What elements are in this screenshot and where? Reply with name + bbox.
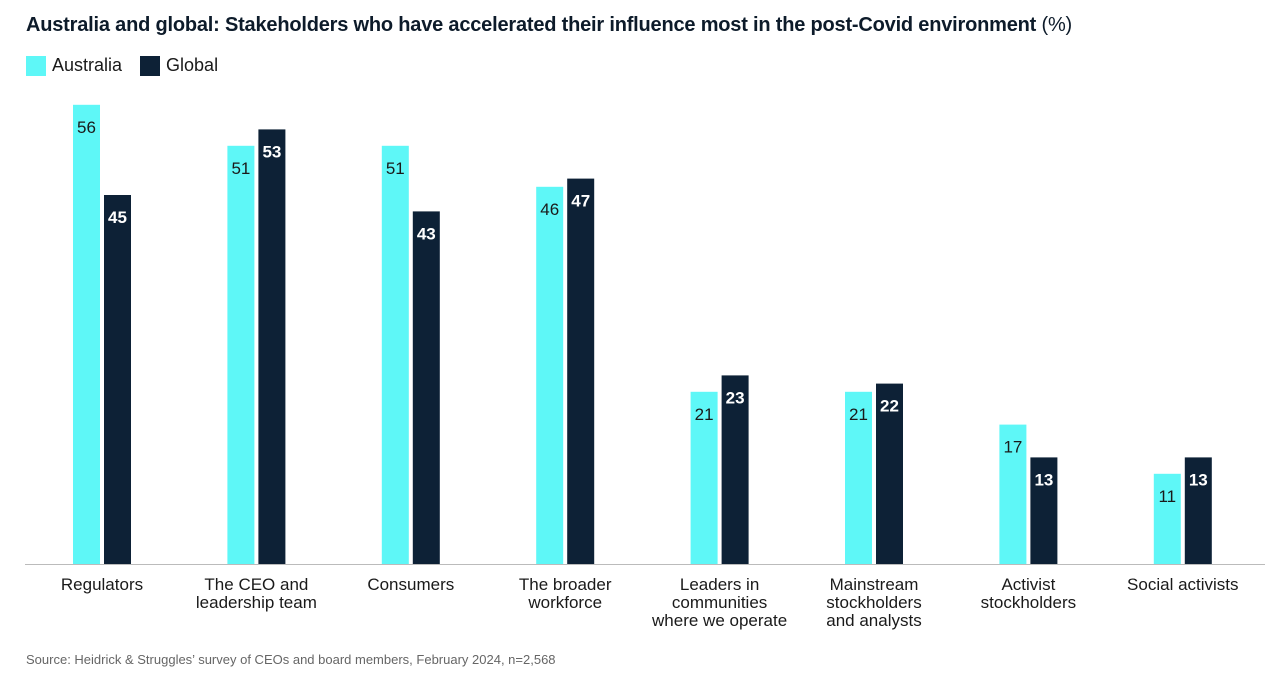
bar-global-0 bbox=[104, 195, 131, 564]
bar-global-3 bbox=[567, 178, 595, 564]
data-label-global-5: 22 bbox=[880, 397, 899, 416]
data-label-australia-3: 46 bbox=[540, 200, 559, 219]
bar-australia-2 bbox=[381, 145, 409, 565]
bar-global-1 bbox=[258, 129, 286, 564]
bar-australia-6 bbox=[999, 424, 1027, 564]
legend: Australia Global bbox=[26, 55, 236, 76]
bar-australia-5 bbox=[845, 391, 872, 564]
data-label-global-1: 53 bbox=[262, 142, 281, 161]
bar-global-6 bbox=[1030, 457, 1058, 564]
chart-title-unit: (%) bbox=[1041, 14, 1073, 36]
legend-swatch-australia bbox=[26, 55, 46, 76]
data-label-global-6: 13 bbox=[1034, 470, 1053, 489]
data-label-australia-7: 11 bbox=[1158, 487, 1176, 506]
bar-australia-7 bbox=[1153, 473, 1181, 564]
data-label-global-4: 23 bbox=[726, 388, 745, 407]
data-label-australia-0: 56 bbox=[77, 118, 96, 137]
data-label-australia-2: 51 bbox=[386, 159, 405, 178]
chart-title-text: Australia and global: Stakeholders who h… bbox=[26, 14, 1037, 36]
bar-global-4 bbox=[721, 375, 749, 564]
data-label-australia-6: 17 bbox=[1003, 438, 1022, 457]
bar-australia-3 bbox=[536, 186, 564, 565]
data-label-global-3: 47 bbox=[571, 192, 590, 211]
category-label-5: Mainstream stockholders and analysts bbox=[826, 575, 921, 630]
bar-global-2 bbox=[412, 211, 440, 564]
category-label-6: Activist stockholders bbox=[981, 575, 1076, 612]
category-label-0: Regulators bbox=[61, 575, 143, 594]
category-label-7: Social activists bbox=[1127, 575, 1238, 594]
category-label-2: Consumers bbox=[367, 575, 454, 594]
bar-australia-4 bbox=[690, 391, 718, 564]
legend-item-global: Global bbox=[140, 55, 218, 76]
data-label-australia-5: 21 bbox=[849, 405, 868, 424]
bar-global-5 bbox=[876, 383, 903, 564]
category-label-3: The broader workforce bbox=[519, 575, 612, 612]
legend-label-global: Global bbox=[166, 55, 219, 75]
bar-australia-0 bbox=[73, 104, 100, 565]
category-label-4: Leaders in communities where we operate bbox=[651, 575, 787, 630]
category-label-1: The CEO and leadership team bbox=[196, 575, 317, 612]
legend-item-australia: Australia bbox=[26, 55, 122, 76]
data-label-global-0: 45 bbox=[108, 208, 127, 227]
data-label-global-2: 43 bbox=[417, 224, 436, 243]
bar-global-7 bbox=[1184, 457, 1212, 564]
bar-australia-1 bbox=[227, 145, 255, 565]
chart-title: Australia and global: Stakeholders who h… bbox=[26, 14, 1072, 37]
source-note: Source: Heidrick & Struggles’ survey of … bbox=[26, 652, 556, 667]
legend-label-australia: Australia bbox=[52, 55, 123, 75]
data-label-australia-1: 51 bbox=[231, 159, 250, 178]
legend-swatch-global bbox=[140, 55, 161, 76]
data-label-australia-4: 21 bbox=[695, 405, 714, 424]
data-label-global-7: 13 bbox=[1189, 470, 1208, 489]
